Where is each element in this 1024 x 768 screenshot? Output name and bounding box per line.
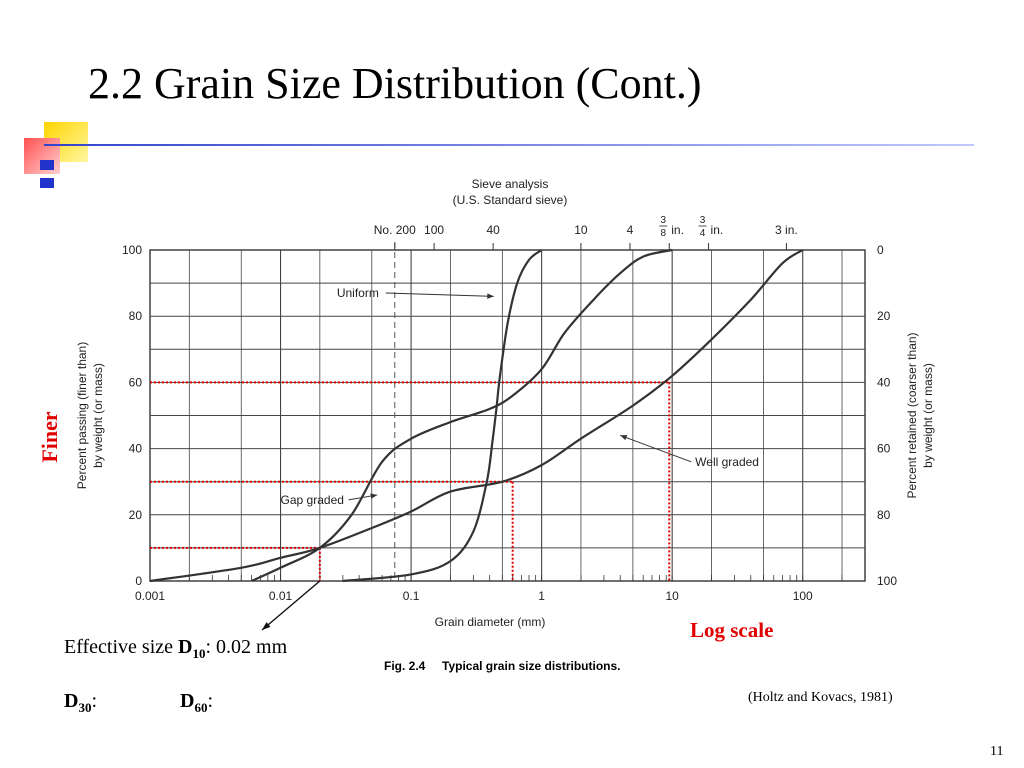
- chart-grid: [149, 242, 866, 582]
- sieve-label: 40: [486, 223, 500, 237]
- y-tick-label: 0: [135, 574, 142, 588]
- effective-size-arrow-line: [261, 580, 321, 631]
- curve-well-graded: [149, 249, 804, 583]
- y-tick-label: 40: [129, 442, 143, 456]
- sieve-label: 3 in.: [775, 223, 798, 237]
- sieve-analysis-subtitle: (U.S. Standard sieve): [453, 193, 568, 207]
- sieve-label: 4: [627, 223, 634, 237]
- slide-title: 2.2 Grain Size Distribution (Cont.): [88, 59, 702, 108]
- y-tick-label: 60: [129, 375, 143, 389]
- annotation-arrowhead: [370, 493, 378, 499]
- effective-size-arrowhead: [262, 622, 271, 630]
- effective-size-prefix: Effective size: [64, 636, 179, 658]
- figure-caption: Fig. 2.4 Typical grain size distribution…: [384, 659, 621, 673]
- annotation-label: Uniform: [337, 286, 379, 300]
- x-tick-label: 0.1: [403, 589, 420, 603]
- series-curves: [149, 248, 804, 583]
- d60-subscript: 60: [194, 700, 208, 715]
- y-axis-label-line1: Percent passing (finer than): [75, 342, 89, 489]
- annotation-label: Well graded: [695, 455, 759, 469]
- x-tick-label: 1: [538, 589, 545, 603]
- y-tick-label: 80: [129, 309, 143, 323]
- corner-decoration-blue-1: [40, 160, 54, 170]
- sieve-label: No. 200: [374, 223, 416, 237]
- sieve-label-denominator: 4: [700, 228, 706, 239]
- curve-uniform: [342, 249, 543, 583]
- page-number: 11: [990, 744, 1004, 759]
- figure-caption-text: Typical grain size distributions.: [442, 659, 621, 673]
- sieve-label-unit: in.: [671, 223, 684, 237]
- sieve-label-denominator: 8: [660, 228, 666, 239]
- curve-gap-graded: [251, 248, 673, 583]
- y-right-axis-label-line2: by weight (or mass): [921, 363, 935, 468]
- d60-colon: :: [207, 690, 214, 712]
- y-axis-label-line2: by weight (or mass): [91, 363, 105, 468]
- reference-lines: [150, 381, 671, 581]
- finer-label: Finer: [37, 411, 62, 463]
- y-right-tick-label: 40: [877, 375, 891, 389]
- d30-subscript: 30: [78, 700, 92, 715]
- annotation-leader-line: [620, 434, 692, 463]
- corner-decoration-blue-2: [40, 178, 54, 188]
- corner-decoration-line: [44, 144, 974, 146]
- x-tick-label: 0.001: [135, 589, 165, 603]
- sieve-label-unit: in.: [711, 223, 724, 237]
- y-tick-label: 20: [129, 508, 143, 522]
- d60-text: D60:: [180, 690, 213, 716]
- d30-symbol: D: [64, 690, 79, 712]
- x-axis-label: Grain diameter (mm): [435, 615, 546, 629]
- y-right-axis-label-line1: Percent retained (coarser than): [905, 332, 919, 498]
- citation: (Holtz and Kovacs, 1981): [748, 690, 893, 705]
- y-right-tick-label: 80: [877, 508, 891, 522]
- d10-symbol: D: [178, 636, 193, 658]
- sieve-label: 10: [574, 223, 588, 237]
- y-tick-label: 100: [122, 243, 142, 257]
- y-right-tick-label: 0: [877, 243, 884, 257]
- sieve-label-numerator: 3: [660, 215, 666, 226]
- figure-caption-number: Fig. 2.4: [384, 659, 426, 673]
- y-right-tick-label: 20: [877, 309, 891, 323]
- annotation-label: Gap graded: [281, 493, 344, 507]
- annotation-arrowhead: [620, 435, 628, 441]
- y-right-tick-label: 100: [877, 574, 897, 588]
- y-right-tick-label: 60: [877, 442, 891, 456]
- d30-colon: :: [91, 690, 98, 712]
- d30-text: D30:: [64, 690, 97, 716]
- annotation-leader-line: [385, 292, 494, 297]
- sieve-analysis-title: Sieve analysis: [472, 177, 549, 191]
- x-tick-label: 100: [793, 589, 813, 603]
- effective-size-value: : 0.02 mm: [205, 636, 288, 658]
- sieve-label: 100: [424, 223, 444, 237]
- d10-subscript: 10: [192, 646, 206, 661]
- annotation-arrowhead: [487, 293, 494, 299]
- sieve-label-numerator: 3: [700, 215, 706, 226]
- log-scale-label: Log scale: [690, 618, 774, 642]
- chart-labels: 0.001 0.01 0.1 1 10 1000204060801001008060402…: [75, 177, 935, 631]
- x-tick-label: 10: [665, 589, 679, 603]
- effective-size-text: Effective size D10: 0.02 mm: [64, 636, 287, 662]
- x-tick-label: 0.01: [269, 589, 293, 603]
- d60-symbol: D: [180, 690, 195, 712]
